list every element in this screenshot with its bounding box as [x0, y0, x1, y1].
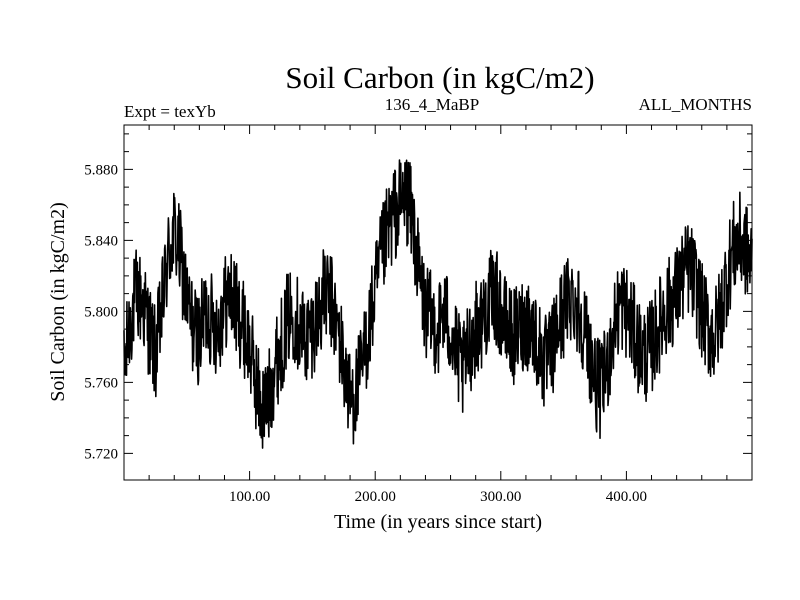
axis-ticks [124, 125, 752, 480]
x-axis-label: Time (in years since start) [334, 511, 542, 533]
x-tick-label: 300.00 [480, 489, 521, 505]
x-tick-label: 100.00 [229, 489, 270, 505]
x-tick-label: 400.00 [606, 489, 647, 505]
months-label: ALL_MONTHS [639, 95, 752, 114]
plot-frame [123, 124, 753, 481]
x-tick-label: 200.00 [355, 489, 396, 505]
y-tick-label: 5.760 [84, 375, 118, 391]
y-tick-label: 5.720 [84, 446, 118, 462]
period-label: 136_4_MaBP [385, 95, 479, 114]
plot-area: 100.00 200.00 300.00 400.00 5.720 5.760 5.800 5… [84, 124, 753, 505]
y-tick-label: 5.800 [84, 304, 118, 320]
series-group [123, 159, 753, 449]
chart-title: Soil Carbon (in kgC/m2) [285, 60, 594, 95]
y-tick-label: 5.880 [84, 162, 118, 178]
series-line [123, 159, 753, 449]
experiment-label: Expt = texYb [124, 102, 216, 121]
axis-tick-labels: 100.00 200.00 300.00 400.00 5.720 5.760 5.800 5… [84, 162, 647, 505]
y-tick-label: 5.840 [84, 233, 118, 249]
y-axis-label: Soil Carbon (in kgC/m2) [47, 202, 69, 401]
